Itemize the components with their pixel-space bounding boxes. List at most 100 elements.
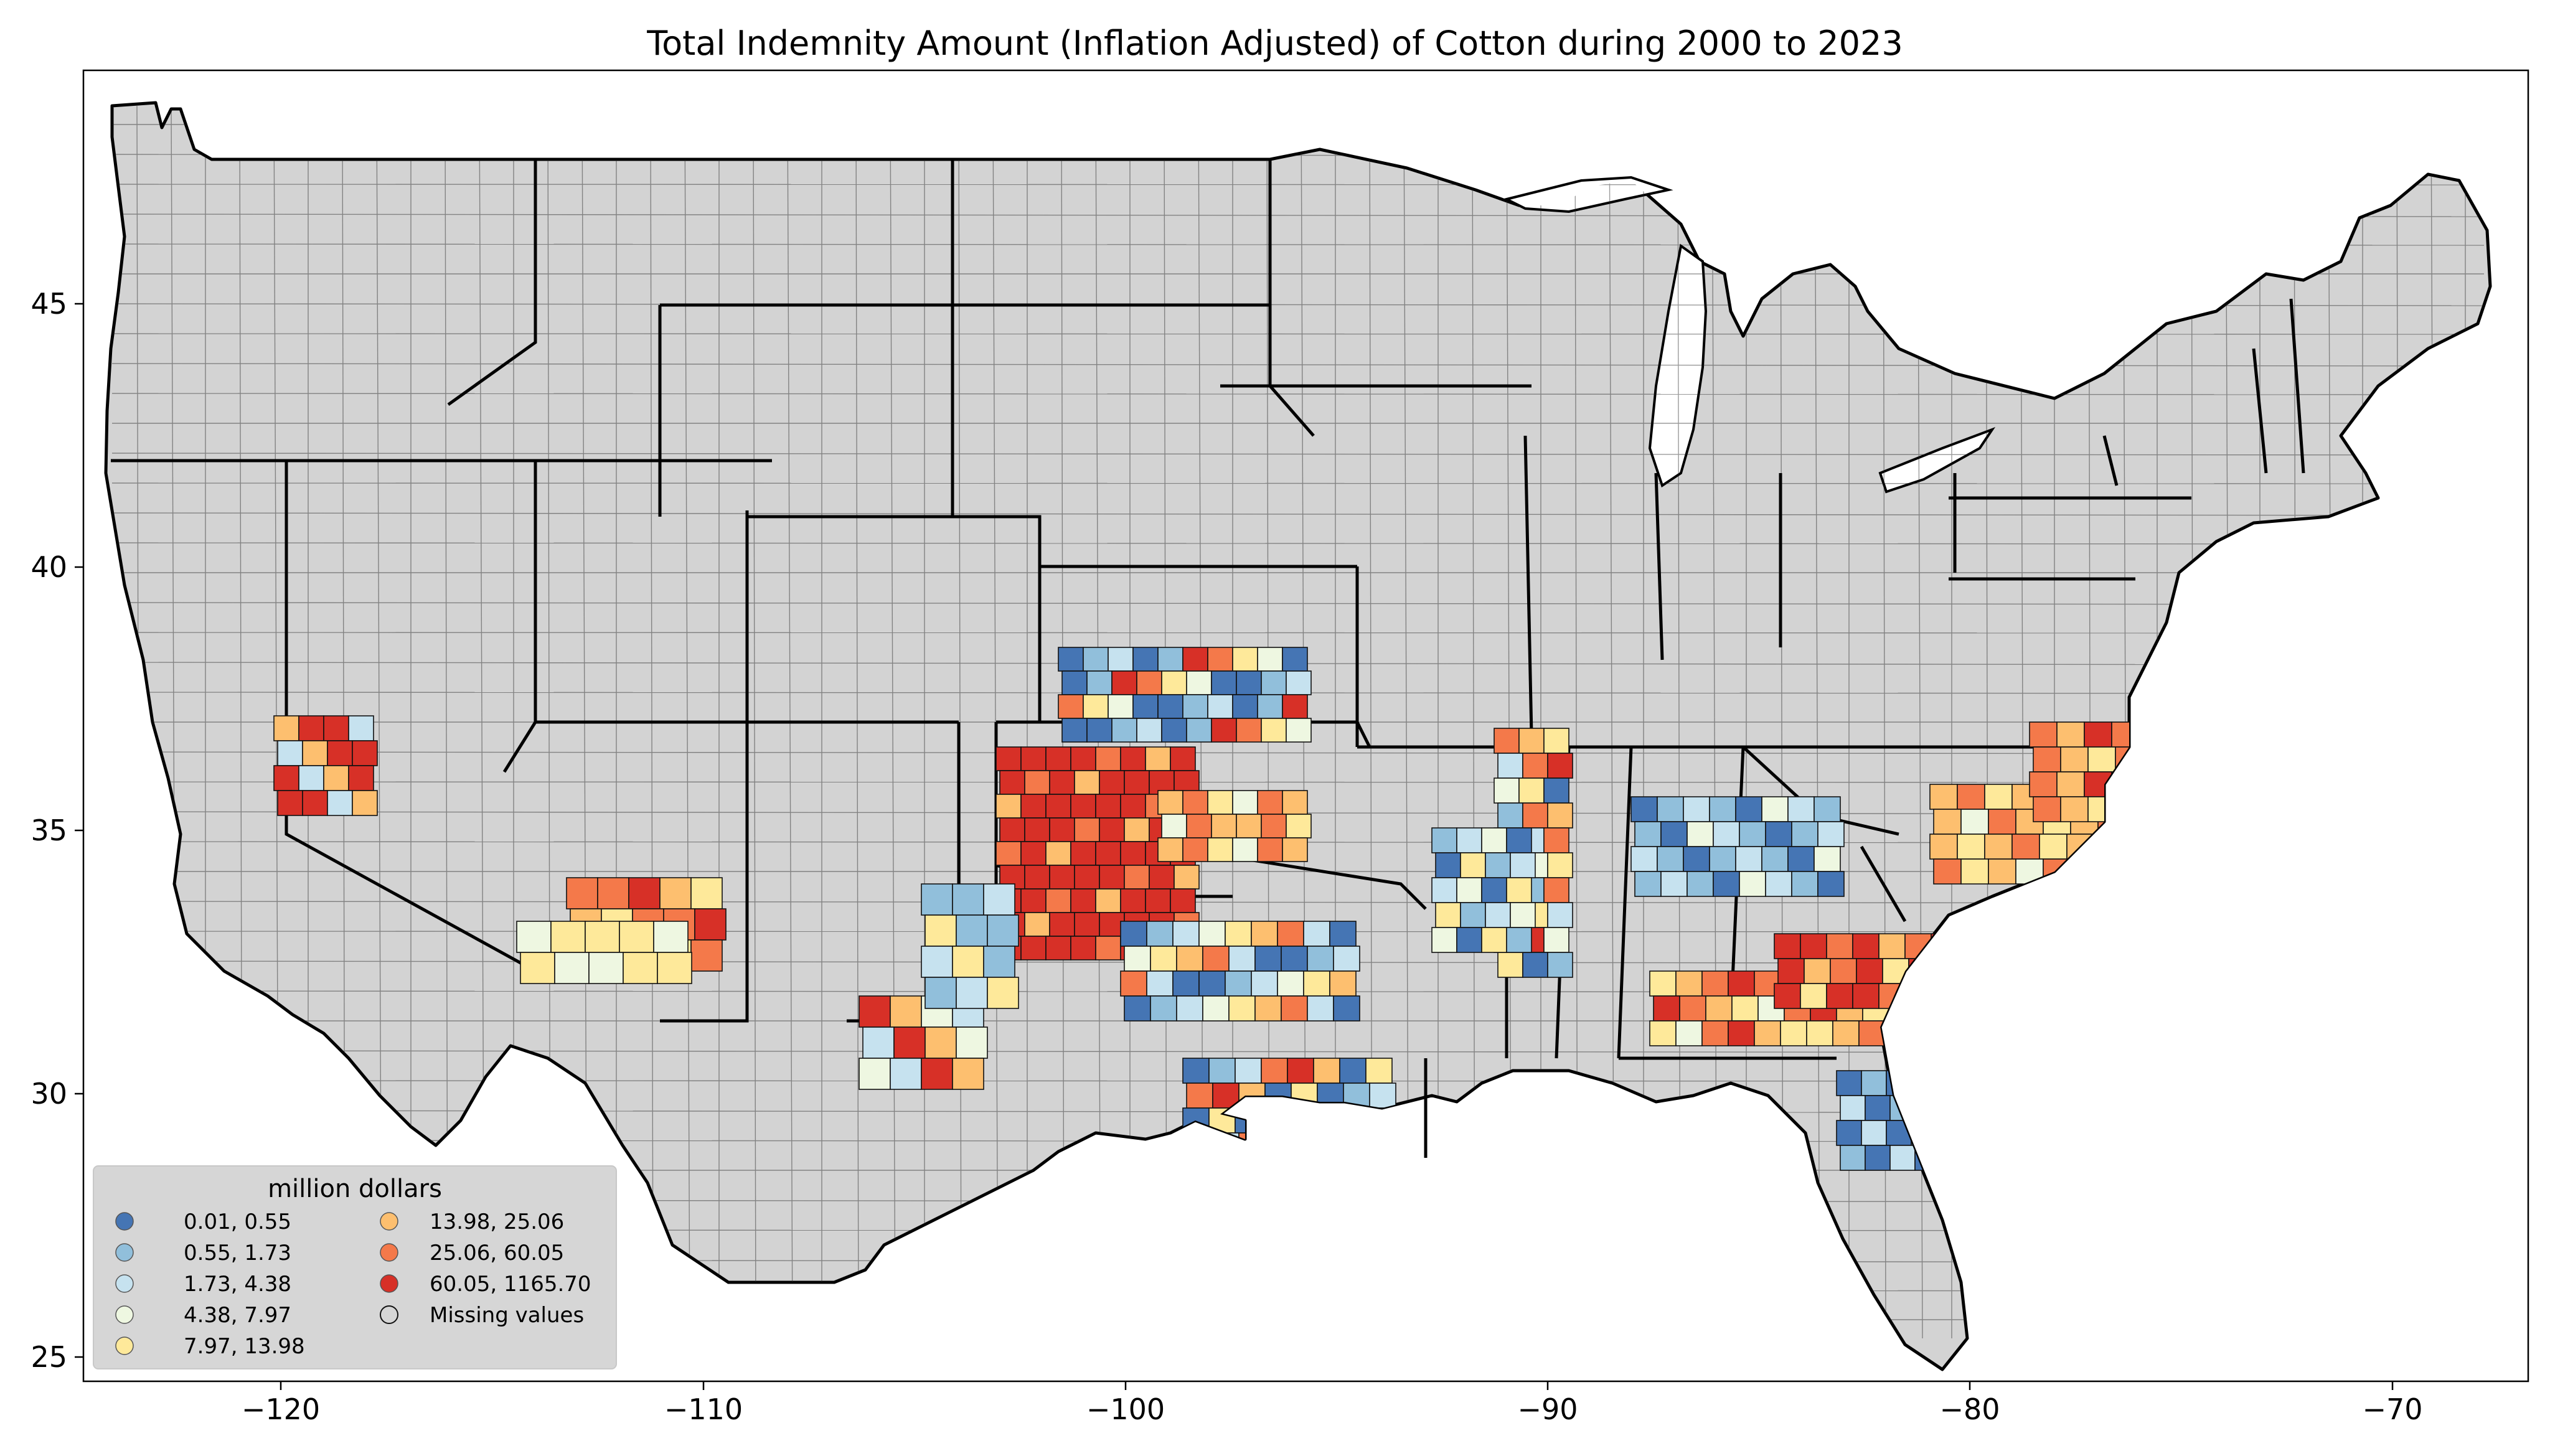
county-cell xyxy=(1049,770,1075,795)
county-cell xyxy=(1481,827,1507,853)
county-cell xyxy=(1277,970,1304,997)
legend-item: Missing values xyxy=(380,1303,584,1328)
county-cell xyxy=(1313,1058,1340,1084)
county-cell xyxy=(1456,927,1482,953)
county-cell xyxy=(2011,834,2040,860)
x-tick-label: −90 xyxy=(1517,1393,1578,1426)
county-line xyxy=(111,512,2485,516)
legend-marker xyxy=(380,1243,398,1262)
county-cell xyxy=(1136,718,1162,743)
county-cell xyxy=(1182,790,1208,815)
county-cell xyxy=(352,790,378,816)
county-cell xyxy=(348,765,374,791)
county-cell xyxy=(1649,1020,1677,1046)
legend-label: 13.98, 25.06 xyxy=(430,1209,564,1234)
county-cell xyxy=(1307,995,1334,1022)
county-cell xyxy=(859,1058,891,1090)
county-cell xyxy=(1832,1020,1860,1046)
county-cell xyxy=(1889,1145,1916,1171)
county-cell xyxy=(921,1058,953,1090)
county-cell xyxy=(1728,1020,1755,1046)
county-cell xyxy=(1207,790,1233,815)
county-cell xyxy=(1211,718,1237,743)
county-cell xyxy=(1303,921,1330,947)
county-cell xyxy=(1045,841,1071,866)
x-tick-label: −80 xyxy=(1939,1393,2000,1426)
county-cell xyxy=(999,770,1025,795)
x-axis: −120 −110 −100 −90 −80 −70 xyxy=(242,1381,2423,1426)
legend-item: 13.98, 25.06 xyxy=(380,1209,564,1234)
county-cell xyxy=(348,715,374,741)
county-cell xyxy=(1176,946,1203,972)
county-cell xyxy=(1683,796,1710,822)
county-cell xyxy=(1547,753,1573,779)
county-cell xyxy=(1186,718,1212,743)
county-cell xyxy=(1287,1058,1314,1084)
county-cell xyxy=(1814,846,1841,872)
county-cell xyxy=(1232,694,1258,719)
county-cell xyxy=(956,1026,988,1059)
county-cell xyxy=(1303,970,1330,997)
county-cell xyxy=(1709,796,1736,822)
county-cell xyxy=(1099,770,1125,795)
county-cell xyxy=(1095,746,1121,771)
county-cell xyxy=(1431,827,1457,853)
county-cell xyxy=(1170,888,1196,913)
county-line xyxy=(111,393,2485,395)
legend-item: 1.73, 4.38 xyxy=(115,1272,291,1297)
county-cell xyxy=(550,921,586,953)
county-cell xyxy=(1675,1020,1703,1046)
county-cell xyxy=(1235,1058,1262,1084)
county-cell xyxy=(1709,846,1736,872)
county-cell xyxy=(352,740,378,766)
legend-label: 7.97, 13.98 xyxy=(184,1334,305,1359)
legend-marker xyxy=(115,1243,134,1262)
county-cell xyxy=(1198,921,1226,947)
county-cell xyxy=(1070,841,1096,866)
county-cell xyxy=(1108,647,1134,672)
legend-marker xyxy=(115,1336,134,1355)
county-cell xyxy=(921,946,953,978)
county-cell xyxy=(1161,670,1187,695)
county-cell xyxy=(1020,841,1047,866)
county-cell xyxy=(1111,670,1137,695)
legend-label: 4.38, 7.97 xyxy=(184,1303,291,1328)
county-cell xyxy=(1522,753,1548,779)
county-cell xyxy=(1024,912,1050,937)
county-cell xyxy=(1787,846,1815,872)
county-cell xyxy=(1481,877,1507,903)
county-cell xyxy=(1282,790,1308,815)
county-cell xyxy=(1099,817,1125,842)
county-cell xyxy=(921,883,953,916)
y-tick: 30 xyxy=(31,1077,83,1111)
county-cell xyxy=(1649,970,1677,997)
county-cell xyxy=(1286,670,1312,695)
county-cell xyxy=(2029,771,2058,797)
county-cell xyxy=(1456,827,1482,853)
county-cell xyxy=(1045,746,1071,771)
county-cell xyxy=(657,952,692,984)
county-cell xyxy=(1780,1020,1807,1046)
county-cell xyxy=(1791,821,1818,847)
county-cell xyxy=(1257,694,1283,719)
county-cell xyxy=(1070,794,1096,819)
county-cell xyxy=(1933,858,1962,885)
county-cell xyxy=(1657,796,1684,822)
county-cell xyxy=(520,952,555,984)
y-tick-label: 40 xyxy=(31,550,67,584)
county-line xyxy=(111,602,2485,605)
county-cell xyxy=(690,877,723,909)
legend-marker xyxy=(115,1305,134,1324)
county-cell xyxy=(1506,827,1532,853)
county-cell xyxy=(995,794,1022,819)
county-cell xyxy=(1800,933,1827,959)
county-cell xyxy=(516,921,552,953)
county-cell xyxy=(1108,694,1134,719)
county-cell xyxy=(653,921,689,953)
lake-erie xyxy=(1878,426,1996,494)
county-cell xyxy=(1984,834,2013,860)
county-cell xyxy=(1254,995,1282,1022)
x-tick-label: −120 xyxy=(242,1393,320,1426)
county-line xyxy=(1814,105,1820,1339)
